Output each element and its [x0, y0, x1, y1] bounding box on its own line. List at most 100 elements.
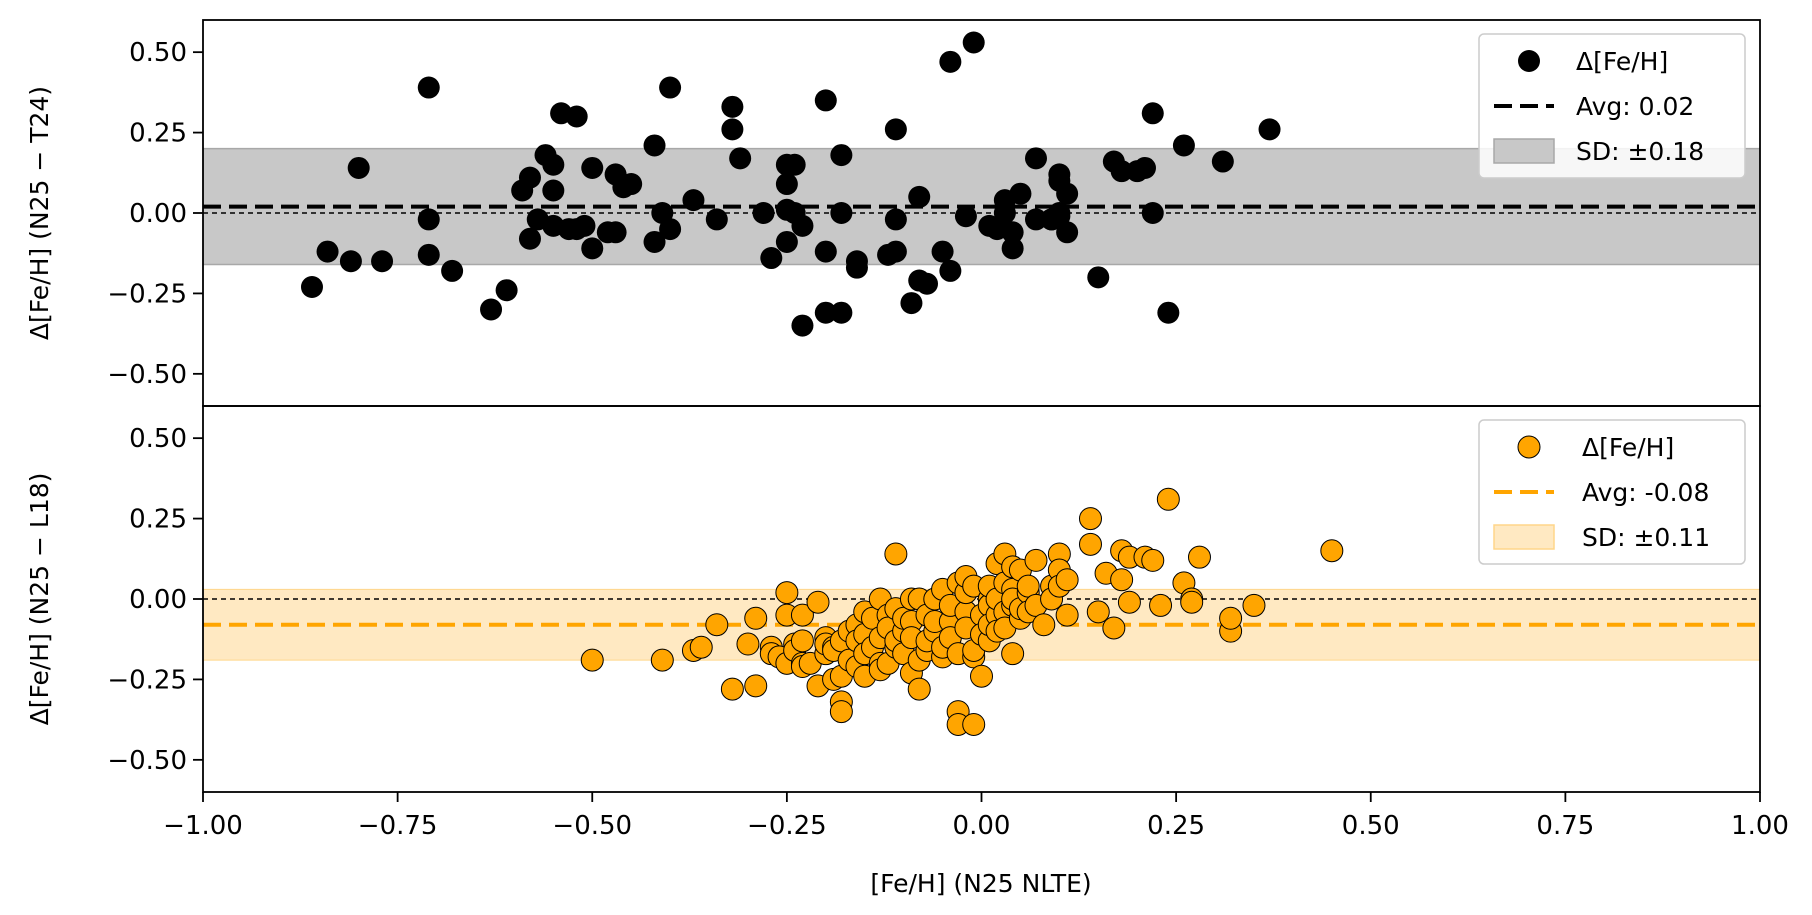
x-tick-label: −0.75 — [358, 811, 438, 841]
top-data-point — [620, 173, 643, 196]
bot-data-point — [790, 629, 814, 653]
top-data-point — [417, 243, 440, 266]
x-tick-label: −0.25 — [747, 811, 827, 841]
top-data-point — [814, 301, 837, 324]
bot-data-point — [775, 581, 799, 605]
x-tick-label: −1.00 — [163, 811, 243, 841]
bot-data-point — [1219, 606, 1243, 630]
bot-data-point — [720, 677, 744, 701]
bottom-y-ticks: −0.50 −0.25 0.00 0.25 0.50 — [107, 424, 203, 776]
bot-data-point — [1024, 548, 1048, 572]
top-data-point — [581, 156, 604, 179]
top-data-point — [814, 89, 837, 112]
bot-data-point — [736, 632, 760, 656]
top-data-point — [371, 250, 394, 273]
top-data-point — [775, 230, 798, 253]
top-data-point — [1110, 160, 1133, 183]
top-data-point — [760, 247, 783, 270]
top-data-point — [1009, 182, 1032, 205]
bottom-y-axis-label: Δ[Fe/H] (N25 − L18) — [25, 473, 54, 726]
top-legend-label-sd: SD: ±0.18 — [1576, 137, 1704, 166]
top-data-point — [347, 156, 370, 179]
top-data-point — [721, 95, 744, 118]
top-legend-marker-icon — [1518, 50, 1540, 72]
bot-data-point — [1032, 613, 1056, 637]
bot-y-tick-label: 0.25 — [129, 505, 187, 535]
top-data-point — [518, 227, 541, 250]
bottom-legend-band-icon — [1493, 524, 1555, 550]
top-data-point — [845, 256, 868, 279]
top-data-point — [900, 292, 923, 315]
top-data-point — [783, 153, 806, 176]
bottom-legend: Δ[Fe/H] Avg: -0.08 SD: ±0.11 — [1478, 419, 1746, 565]
top-data-point — [1024, 208, 1047, 231]
top-legend-band-icon — [1493, 138, 1555, 164]
bot-data-point — [650, 648, 674, 672]
top-data-point — [1056, 182, 1079, 205]
bot-data-point — [580, 648, 604, 672]
top-y-tick-label: 0.25 — [129, 119, 187, 149]
bot-data-point — [1117, 590, 1141, 614]
top-data-point — [884, 240, 907, 263]
bot-data-point — [1180, 590, 1204, 614]
top-panel: −0.50 −0.25 0.00 0.25 0.50 Δ[Fe/H] (N25 − T2… — [25, 19, 1761, 407]
top-data-point — [659, 218, 682, 241]
top-data-point — [659, 76, 682, 99]
top-data-point — [417, 208, 440, 231]
x-axis-label: [Fe/H] (N25 NLTE) — [870, 869, 1091, 898]
top-data-point — [300, 275, 323, 298]
bot-data-point — [1078, 507, 1102, 531]
top-data-point — [954, 205, 977, 228]
bot-data-point — [744, 606, 768, 630]
top-data-point — [565, 105, 588, 128]
top-data-point — [643, 134, 666, 157]
bot-data-point — [1141, 548, 1165, 572]
top-y-ticks: −0.50 −0.25 0.00 0.25 0.50 — [107, 38, 203, 390]
x-tick-label: 0.00 — [953, 811, 1011, 841]
top-data-point — [916, 272, 939, 295]
top-data-point — [830, 301, 853, 324]
top-y-tick-label: −0.50 — [107, 360, 187, 390]
top-data-point — [573, 214, 596, 237]
top-data-point — [1024, 147, 1047, 170]
top-data-point — [1001, 221, 1024, 244]
top-data-point — [604, 221, 627, 244]
bot-data-point — [1001, 642, 1025, 666]
bot-data-point — [1086, 600, 1110, 624]
top-data-point — [480, 298, 503, 321]
x-tick-label: −0.50 — [552, 811, 632, 841]
bot-data-point — [1242, 593, 1266, 617]
top-y-tick-label: 0.50 — [129, 38, 187, 68]
top-y-tick-label: 0.00 — [129, 199, 187, 229]
top-data-point — [1001, 237, 1024, 260]
bot-data-point — [1055, 568, 1079, 592]
top-data-point — [441, 259, 464, 282]
top-data-points — [300, 31, 1281, 337]
top-legend-label-marker: Δ[Fe/H] — [1576, 47, 1668, 76]
bot-data-point — [1055, 603, 1079, 627]
top-data-point — [417, 76, 440, 99]
top-data-point — [1172, 134, 1195, 157]
top-data-point — [1157, 301, 1180, 324]
bottom-data-points — [580, 487, 1344, 736]
top-data-point — [752, 202, 775, 224]
top-data-point — [495, 279, 518, 302]
bot-data-point — [1149, 593, 1173, 617]
top-data-point — [939, 50, 962, 73]
bot-data-point — [1320, 539, 1344, 563]
bot-data-point — [970, 664, 993, 688]
top-legend-label-avg: Avg: 0.02 — [1576, 92, 1694, 121]
bot-data-point — [689, 635, 713, 659]
bot-data-point — [962, 712, 986, 736]
x-tick-label: 0.50 — [1342, 811, 1400, 841]
top-data-point — [1048, 202, 1071, 224]
bot-data-point — [884, 542, 908, 566]
top-data-point — [1211, 150, 1234, 173]
top-data-point — [1141, 202, 1164, 224]
top-data-point — [682, 189, 705, 212]
bot-data-point — [1110, 568, 1134, 592]
top-data-point — [884, 208, 907, 231]
bot-y-tick-label: −0.25 — [107, 665, 187, 695]
top-data-point — [339, 250, 362, 273]
top-data-point — [962, 31, 985, 54]
